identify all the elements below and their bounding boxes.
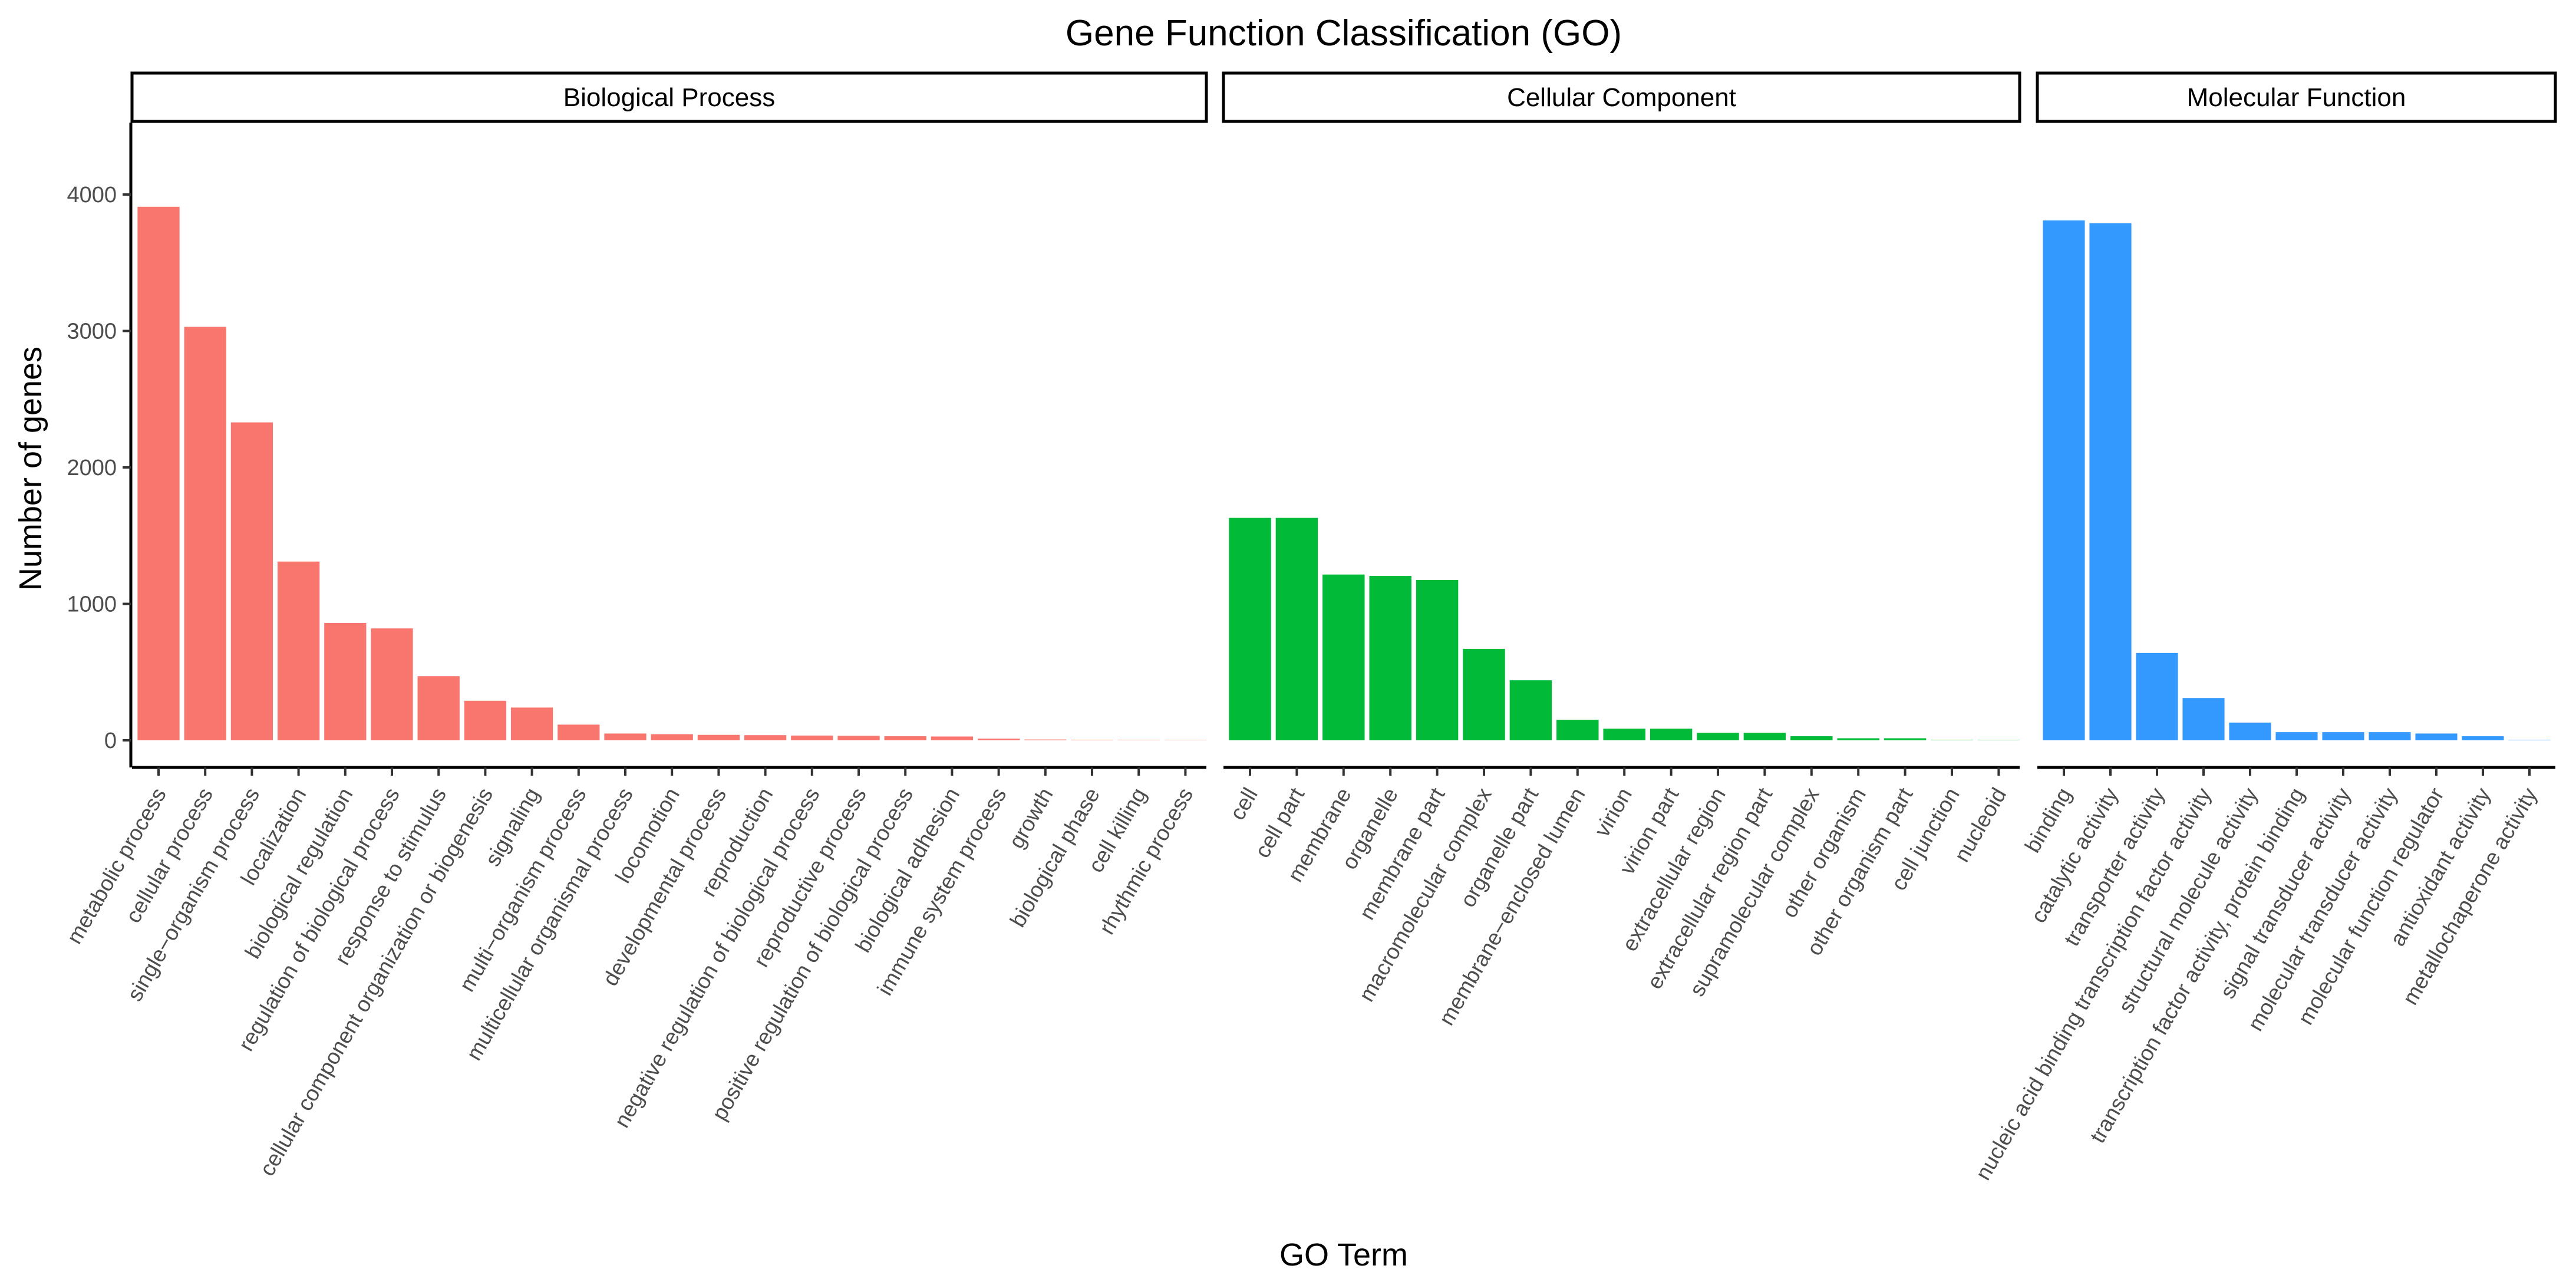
bar xyxy=(744,735,787,740)
bar xyxy=(1650,729,1693,740)
bar xyxy=(2043,220,2085,740)
x-tick-label: virion xyxy=(1589,784,1637,841)
bar xyxy=(2415,733,2458,740)
bar xyxy=(651,734,693,740)
bar xyxy=(1977,740,2020,741)
bar xyxy=(2136,652,2178,740)
facet-strip-label: Biological Process xyxy=(563,83,776,112)
bar xyxy=(184,327,226,740)
bar xyxy=(1229,518,1271,740)
bar xyxy=(977,739,1020,740)
bar xyxy=(1275,518,1318,740)
bar xyxy=(1416,579,1459,740)
y-axis-title: Number of genes xyxy=(13,347,48,591)
bar xyxy=(464,700,507,740)
bar xyxy=(2322,732,2364,740)
bar xyxy=(371,628,413,740)
bar xyxy=(2275,732,2318,740)
bar xyxy=(1697,733,1739,740)
facet-strip xyxy=(130,71,1208,123)
bar xyxy=(1463,648,1505,740)
bar xyxy=(230,422,273,740)
y-tick-label: 0 xyxy=(104,729,117,753)
facet-strip xyxy=(2036,71,2557,123)
facet-strip xyxy=(1222,71,2021,123)
bar xyxy=(1556,720,1599,740)
bar xyxy=(2182,698,2225,740)
bar xyxy=(324,622,367,740)
bar xyxy=(510,707,553,740)
bar xyxy=(137,206,180,741)
bar xyxy=(791,735,833,740)
bar xyxy=(417,676,460,740)
bar xyxy=(837,736,880,740)
bar xyxy=(2089,223,2132,740)
bar xyxy=(2462,736,2504,740)
bar xyxy=(1164,740,1207,741)
bar xyxy=(2229,722,2271,740)
x-tick-label: cell xyxy=(1225,784,1262,825)
y-tick-label: 4000 xyxy=(67,183,117,207)
bar xyxy=(1790,736,1833,740)
x-axis-title: GO Term xyxy=(1279,1237,1408,1273)
bar xyxy=(697,734,740,740)
bar xyxy=(884,736,926,740)
y-tick-label: 3000 xyxy=(67,319,117,344)
bar xyxy=(277,561,320,740)
bar xyxy=(1603,729,1645,740)
bar xyxy=(604,733,647,740)
y-tick-label: 2000 xyxy=(67,456,117,480)
bar xyxy=(1369,576,1411,740)
bar xyxy=(931,736,974,740)
bar xyxy=(1509,680,1552,740)
bar xyxy=(2369,732,2411,740)
bar xyxy=(1743,733,1786,740)
facet-strip-label: Molecular Function xyxy=(2187,83,2406,112)
bar xyxy=(1884,738,1927,740)
bar xyxy=(1837,738,1879,740)
y-tick-label: 1000 xyxy=(67,592,117,617)
bar xyxy=(1322,574,1365,740)
facet-strip-label: Cellular Component xyxy=(1507,83,1736,112)
chart-title: Gene Function Classification (GO) xyxy=(1066,13,1622,54)
bar xyxy=(558,724,600,740)
